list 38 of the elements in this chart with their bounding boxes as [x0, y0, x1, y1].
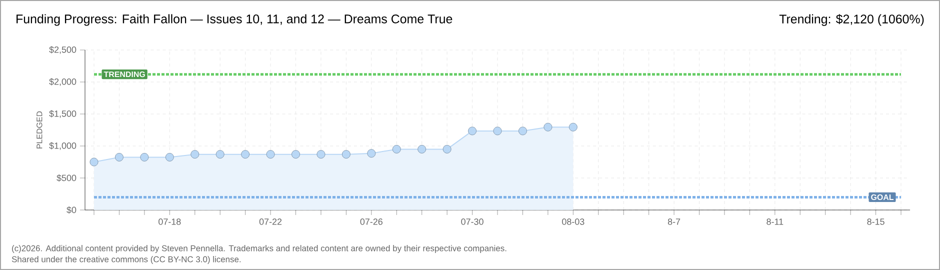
point — [468, 126, 477, 136]
chart-title: Funding Progress: Faith Fallon — Issues 10, 11, and 12 — Dreams Come True — [16, 14, 452, 26]
y-tick-label: $0 — [66, 206, 76, 214]
point — [190, 150, 200, 159]
y-tick-label: $2,500 — [49, 46, 76, 54]
point — [140, 152, 149, 162]
point — [568, 122, 578, 132]
chart-subtitle: Trending: $2,120 (1060%) — [779, 14, 924, 26]
y-tick-label: $1,000 — [49, 142, 76, 150]
point — [90, 158, 98, 166]
point — [292, 150, 300, 159]
point — [442, 144, 452, 154]
x-tick-label: 08-03 — [562, 218, 584, 225]
point — [114, 152, 124, 162]
x-tick-label: 07-18 — [158, 218, 181, 225]
point — [241, 150, 250, 159]
point — [518, 126, 527, 136]
x-tick-label: 07-26 — [360, 218, 382, 225]
point — [493, 126, 502, 136]
point — [216, 150, 224, 159]
point — [418, 144, 426, 154]
point — [392, 144, 401, 154]
point — [544, 122, 552, 132]
x-tick-label: 8-7 — [668, 218, 680, 225]
y-tick-label: $2,000 — [49, 78, 76, 86]
x-tick-label: 07-30 — [461, 218, 484, 225]
x-tick-label: 8-11 — [766, 218, 784, 225]
point — [367, 149, 376, 158]
x-tick-label: 8-15 — [867, 218, 884, 225]
point — [342, 150, 350, 159]
point — [266, 150, 275, 159]
x-tick-label: 07-22 — [259, 218, 282, 225]
point — [165, 152, 174, 162]
y-tick-label: $500 — [56, 174, 76, 182]
text: (c)2026. Additional content provided by Steven Pennella. Trademarks and related content are owned by their respective companies. — [12, 245, 506, 253]
y-tick-label: $1,500 — [49, 110, 76, 118]
point — [316, 150, 326, 159]
text: Shared under the creative commons (CC BY-NC 3.0) license. — [12, 256, 241, 264]
